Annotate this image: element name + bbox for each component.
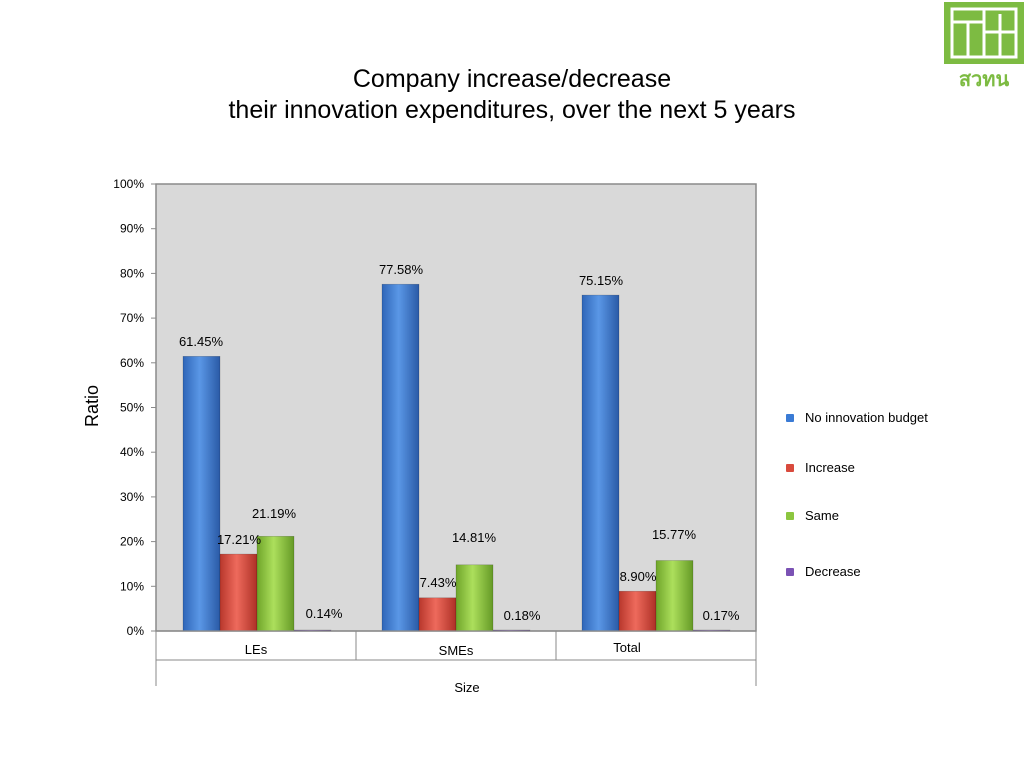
y-axis-title: Ratio [82,384,102,428]
y-tick-label: 60% [120,356,144,370]
organization-logo: สวทน [944,2,1024,90]
chart-title-line-2: their innovation expenditures, over the … [228,96,796,124]
y-tick-label: 90% [120,222,144,236]
bar-les-increase [219,553,258,632]
x-axis-title: Size [454,680,479,695]
data-label: 14.81% [452,530,497,545]
data-label: 75.15% [579,273,624,288]
data-label: 0.17% [703,608,740,623]
legend-label: Decrease [805,564,861,579]
y-tick-label: 70% [120,311,144,325]
bar-total-no-innovation-budget [581,294,620,632]
legend-swatch [786,512,794,520]
logo-text: สวทน [959,67,1010,90]
legend-label: No innovation budget [805,410,928,425]
legend-swatch [786,414,794,422]
bar-smes-same [455,564,494,632]
data-labels-group: 61.45% 17.21% 21.19% 0.14% 77.58% 7.43% 14.81%… [179,262,740,623]
y-tick-label: 40% [120,445,144,459]
y-axis: 0% 10% 20% 30% 40% 50% 60% 70% 80% 90% 100% [113,177,156,638]
y-tick-label: 0% [127,624,145,638]
bar-les-same [256,535,295,632]
x-tick-label: SMEs [439,643,474,658]
chart-title: Company increase/decrease their innovati… [0,64,1024,126]
y-tick-label: 20% [120,535,144,549]
legend-label: Increase [805,460,855,475]
bar-les-no-innovation-budget [182,356,221,632]
data-label: 77.58% [379,262,424,277]
data-label: 7.43% [420,575,457,590]
x-axis: LEs SMEs Total [155,630,757,686]
data-label: 21.19% [252,506,297,521]
data-label: 61.45% [179,334,224,349]
y-tick-label: 100% [113,177,144,191]
data-label: 0.14% [306,606,343,621]
bars-group [182,283,731,632]
legend-swatch [786,568,794,576]
bar-total-increase [618,590,657,632]
y-tick-label: 10% [120,579,144,593]
y-tick-label: 30% [120,490,144,504]
bar-smes-no-innovation-budget [381,283,420,632]
legend-swatch [786,464,794,472]
y-tick-label: 80% [120,266,144,280]
chart-title-line-1: Company increase/decrease [352,65,672,93]
x-tick-label: Total [613,640,641,655]
bar-total-same [655,560,694,632]
data-label: 15.77% [652,527,697,542]
y-tick-label: 50% [120,401,144,415]
data-label: 0.18% [504,608,541,623]
x-tick-label: LEs [245,642,268,657]
data-label: 8.90% [620,569,657,584]
data-label: 17.21% [217,532,262,547]
legend-label: Same [805,508,839,523]
bar-smes-increase [418,597,457,632]
